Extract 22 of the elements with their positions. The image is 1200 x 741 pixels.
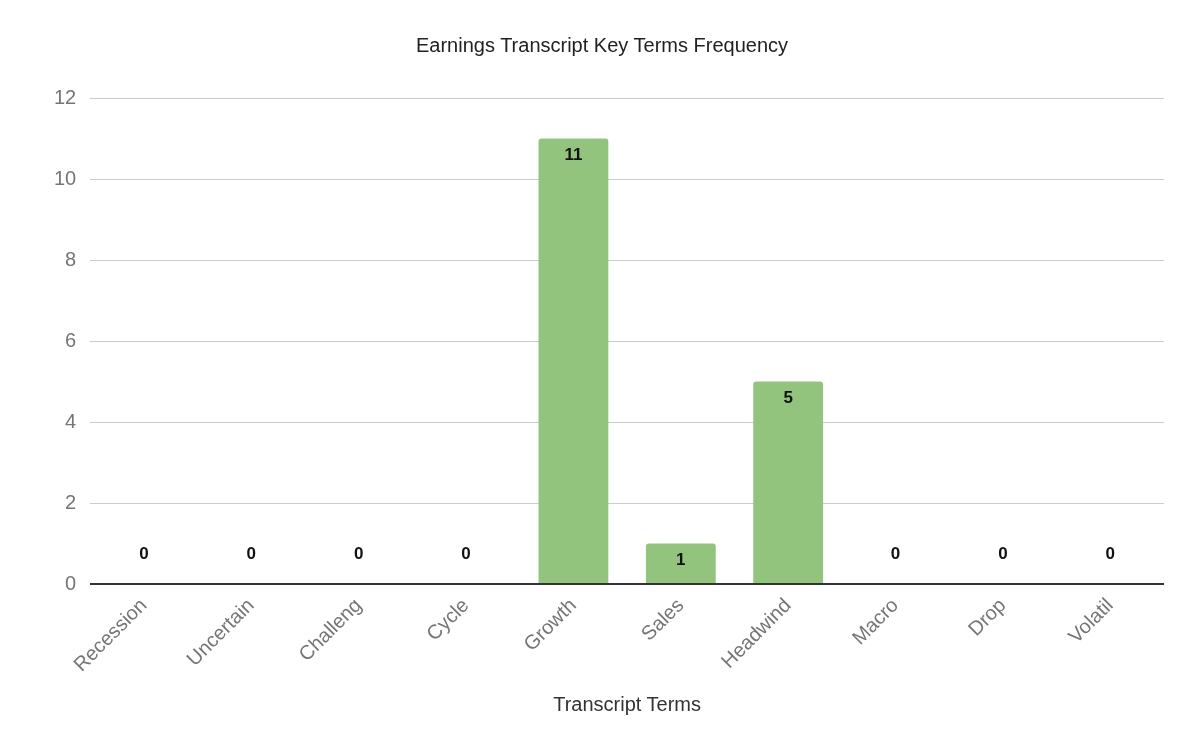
y-tick-label: 10 bbox=[54, 166, 77, 189]
bar bbox=[645, 543, 716, 583]
bar bbox=[753, 381, 824, 583]
data-label: 0 bbox=[246, 543, 257, 563]
data-label: 0 bbox=[461, 543, 471, 563]
data-label: 0 bbox=[890, 543, 901, 563]
y-tick-label: 2 bbox=[65, 490, 77, 513]
chart-title: Earnings Transcript Key Terms Frequency bbox=[415, 33, 789, 56]
y-tick-label: 0 bbox=[65, 571, 77, 594]
bar bbox=[538, 138, 609, 583]
data-label: 0 bbox=[1105, 543, 1116, 563]
y-tick-label: 8 bbox=[65, 247, 77, 270]
data-label: 11 bbox=[564, 145, 583, 165]
y-tick-label: 4 bbox=[65, 409, 77, 432]
y-tick-label: 6 bbox=[65, 328, 77, 351]
data-label: 0 bbox=[139, 543, 149, 563]
data-label: 0 bbox=[353, 543, 364, 563]
data-label: 1 bbox=[676, 550, 686, 570]
data-label: 5 bbox=[783, 388, 793, 408]
data-label: 0 bbox=[998, 543, 1008, 563]
y-tick-label: 12 bbox=[54, 85, 77, 108]
x-axis-title: Transcript Terms bbox=[553, 692, 702, 715]
